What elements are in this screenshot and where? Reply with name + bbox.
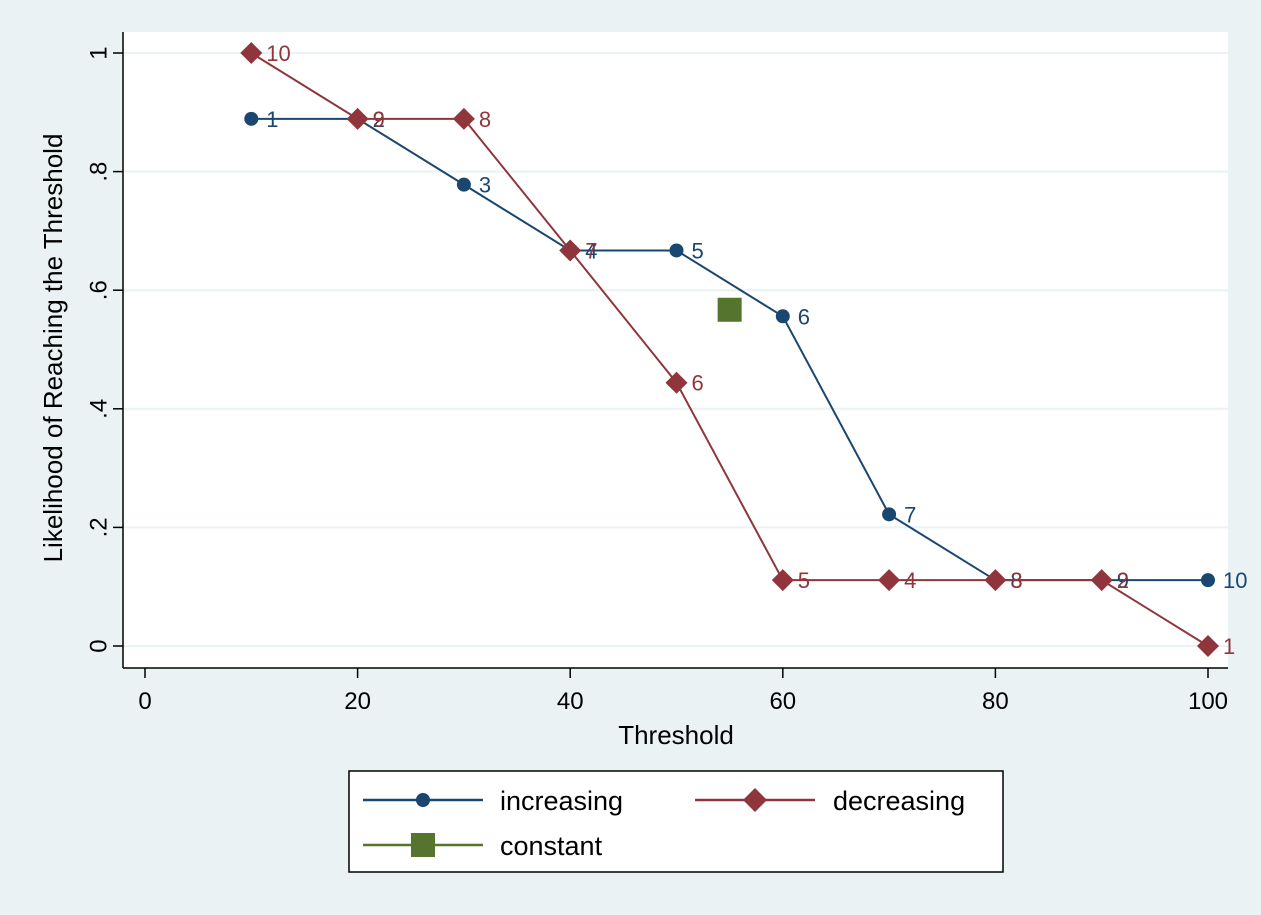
data-label-increasing: 9	[1117, 568, 1129, 593]
data-label-decreasing: 9	[373, 107, 385, 132]
plot-area	[123, 32, 1228, 668]
y-axis-title: Likelihood of Reaching the Threshold	[38, 134, 68, 563]
x-axis-title: Threshold	[618, 720, 734, 750]
legend-box	[348, 770, 1004, 873]
data-label-decreasing: 10	[266, 41, 290, 66]
data-label-decreasing: 7	[585, 238, 597, 263]
legend-item-decreasing: decreasing	[695, 786, 965, 816]
data-label-decreasing: 4	[904, 568, 916, 593]
y-tick-label: 0	[85, 639, 112, 652]
data-label-decreasing: 6	[692, 371, 704, 396]
data-point-increasing	[244, 111, 259, 126]
y-tick-label: .4	[85, 399, 112, 419]
data-label-increasing: 5	[692, 238, 704, 263]
data-label-increasing: 6	[798, 304, 810, 329]
data-label-increasing: 7	[904, 502, 916, 527]
data-point-decreasing	[878, 569, 901, 592]
y-tick-label: .6	[85, 280, 112, 300]
y-tick-label: 1	[85, 46, 112, 59]
data-label-decreasing: 1	[1223, 634, 1235, 659]
legend-label-increasing: increasing	[500, 786, 623, 816]
y-tick-label: .8	[85, 162, 112, 182]
data-label-decreasing: 5	[798, 568, 810, 593]
x-tick-label: 40	[557, 688, 584, 715]
x-axis-ticks: 0 20 40 60 80 100	[138, 668, 1228, 715]
x-tick-label: 100	[1188, 688, 1228, 715]
data-point-decreasing	[559, 239, 582, 262]
series-line-decreasing	[250, 52, 1209, 647]
data-label-increasing: 10	[1223, 568, 1247, 593]
data-point-decreasing	[665, 371, 688, 394]
x-tick-label: 80	[982, 688, 1009, 715]
legend-marker-square	[411, 833, 435, 857]
legend-label-decreasing: decreasing	[833, 786, 965, 816]
data-point-decreasing	[984, 569, 1007, 592]
data-point-increasing	[1201, 573, 1215, 588]
x-tick-label: 20	[344, 688, 371, 715]
data-point-increasing	[882, 507, 897, 522]
data-point-increasing	[669, 243, 684, 258]
series-decreasing: 10 9 8 7 6 5 4 3 2 1	[240, 41, 1235, 659]
data-point-decreasing	[1197, 635, 1219, 657]
data-point-decreasing	[1090, 569, 1113, 592]
data-point-constant	[717, 297, 742, 322]
legend-item-increasing: increasing	[363, 786, 623, 816]
data-point-decreasing	[346, 107, 369, 130]
data-point-decreasing	[771, 569, 794, 592]
data-label-increasing: 3	[479, 173, 491, 198]
data-point-increasing	[456, 177, 471, 192]
data-point-decreasing	[240, 42, 263, 64]
data-label-decreasing: 3	[1010, 568, 1022, 593]
data-label-decreasing: 2	[1117, 568, 1129, 593]
data-point-decreasing	[452, 107, 475, 130]
data-label-decreasing: 8	[479, 107, 491, 132]
legend-marker-diamond	[743, 788, 767, 812]
legend-label-constant: constant	[500, 831, 603, 861]
x-tick-label: 0	[138, 688, 151, 715]
legend: increasing decreasing constant	[348, 770, 1004, 873]
legend-item-constant: constant	[363, 831, 603, 861]
data-label-increasing: 1	[266, 107, 278, 132]
data-point-increasing	[775, 309, 790, 324]
y-tick-label: .2	[85, 517, 112, 537]
series-constant	[717, 297, 742, 322]
grid	[123, 52, 1228, 647]
legend-marker-circle	[416, 793, 430, 807]
y-axis-ticks: 0 .2 .4 .6 .8 1	[85, 46, 123, 653]
data-label-increasing: 4	[585, 238, 597, 263]
x-tick-label: 60	[769, 688, 796, 715]
